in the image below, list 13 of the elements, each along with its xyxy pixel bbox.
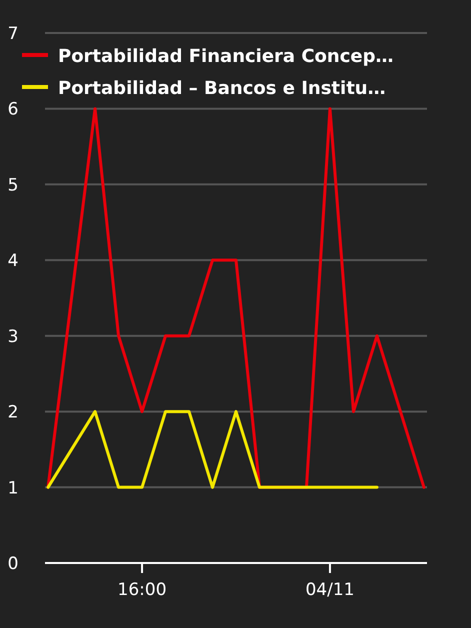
y-tick-label: 3 [8,326,18,347]
y-tick-label: 7 [8,24,18,44]
x-tick-label: 04/11 [305,580,354,600]
legend-label: Portabilidad Financiera Concep… [58,46,394,67]
x-tick-label: 16:00 [118,580,167,600]
y-tick-label: 4 [8,251,18,272]
y-tick-label: 6 [8,100,18,120]
y-tick-label: 0 [8,554,18,574]
y-tick-label: 5 [8,175,18,196]
y-tick-label: 1 [8,478,18,498]
legend-label: Portabilidad – Bancos e Institu… [58,78,386,99]
y-tick-label: 2 [8,402,18,423]
line-series [46,107,426,489]
